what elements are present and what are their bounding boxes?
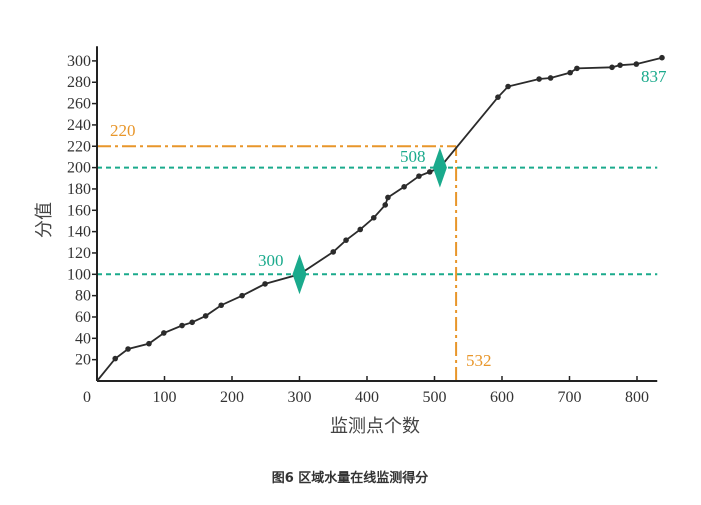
y-axis-label: 分值 <box>34 202 55 238</box>
data-point <box>179 322 185 329</box>
data-point <box>343 237 349 243</box>
x-tick-label: 200 <box>220 389 244 406</box>
y-tick-label: 280 <box>67 74 91 91</box>
x-tick-label: 300 <box>288 389 312 406</box>
data-point <box>633 61 640 67</box>
diamond-marker-300 <box>292 254 307 295</box>
y-tick-label: 100 <box>67 266 91 283</box>
data-point <box>330 249 337 255</box>
data-point <box>382 202 389 208</box>
x-tick-label: 400 <box>355 389 379 406</box>
data-point <box>202 313 209 319</box>
y-tick-label: 160 <box>67 202 91 219</box>
y-tick-label: 40 <box>75 330 91 347</box>
data-point <box>189 319 195 326</box>
data-point <box>416 173 422 179</box>
data-point <box>357 226 364 233</box>
annotation-532: 532 <box>466 351 492 370</box>
data-point <box>426 169 433 175</box>
x-axis-label: 监测点个数 <box>330 416 420 437</box>
data-point <box>609 64 615 71</box>
data-point <box>262 281 268 287</box>
y-tick-label: 20 <box>75 352 91 369</box>
x-tick-label: 600 <box>490 389 514 406</box>
annotation-220: 220 <box>110 121 136 140</box>
y-tick-label: 300 <box>67 53 91 70</box>
data-point <box>239 292 245 299</box>
data-point <box>146 340 152 347</box>
annotation-508: 508 <box>400 147 426 166</box>
data-point <box>536 76 542 82</box>
data-line <box>96 56 663 382</box>
x-tick-label: 0 <box>83 389 91 406</box>
data-point <box>112 355 119 362</box>
data-point <box>574 65 580 72</box>
figure-caption: 图6 区域水量在线监测得分 <box>272 470 429 486</box>
y-tick-label: 220 <box>67 138 91 155</box>
y-tick-label: 200 <box>67 160 91 177</box>
data-point <box>385 194 391 201</box>
data-point <box>218 302 224 309</box>
diamond-marker-508 <box>432 147 447 188</box>
data-point <box>567 69 573 76</box>
data-point <box>161 330 167 336</box>
x-tick-label: 100 <box>153 389 177 406</box>
data-point <box>547 75 554 81</box>
data-point <box>617 62 623 68</box>
y-tick-label: 240 <box>67 117 91 134</box>
data-point <box>505 83 511 90</box>
data-point <box>495 94 501 100</box>
y-tick-label: 120 <box>67 245 91 262</box>
y-tick-label: 140 <box>67 224 91 241</box>
data-point <box>401 184 407 190</box>
y-tick-label: 80 <box>75 288 91 305</box>
y-tick-label: 260 <box>67 96 91 113</box>
data-point <box>659 54 665 61</box>
annotation-300: 300 <box>258 251 284 270</box>
x-tick-label: 800 <box>625 389 649 406</box>
y-tick-label: 180 <box>67 181 91 198</box>
data-point <box>125 346 131 352</box>
y-tick-label: 60 <box>75 309 91 326</box>
data-point <box>370 214 377 221</box>
annotation-837: 837 <box>641 67 667 86</box>
x-tick-label: 700 <box>558 389 582 406</box>
x-tick-label: 500 <box>423 389 447 406</box>
